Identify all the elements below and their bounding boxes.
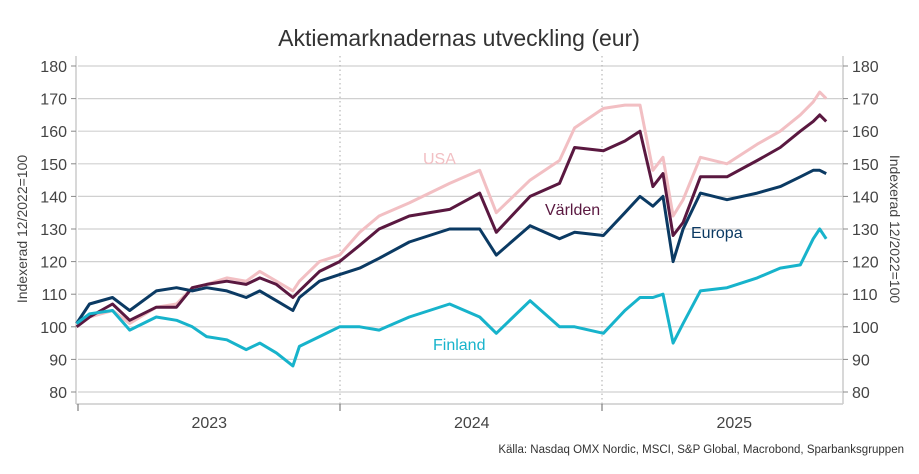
y-tick-label: 80 (852, 385, 870, 402)
y-tick-label: 120 (852, 255, 879, 272)
y-tick-label: 180 (852, 59, 879, 76)
y-axis-right: 80 90 100 110 120 130 140 150 160 170 180 (843, 59, 879, 402)
series-label-varlden: Världen (545, 202, 600, 219)
y-tick-label: 170 (40, 92, 67, 109)
y-axis-left: 80 90 100 110 120 130 140 150 160 170 180 (40, 59, 76, 402)
chart-title: Aktiemarknadernas utveckling (eur) (278, 25, 640, 51)
y-axis-title-left: Indexerad 12/2022=100 (14, 155, 30, 304)
x-tick-label: 2025 (716, 415, 752, 432)
y-tick-label: 180 (40, 59, 67, 76)
series-label-usa: USA (423, 151, 456, 168)
series-line-finland (75, 227, 828, 368)
y-tick-label: 150 (852, 157, 879, 174)
series-line-varlden (75, 113, 828, 328)
series-label-europa: Europa (691, 225, 743, 242)
series-lines (75, 90, 828, 368)
y-tick-label: 150 (40, 157, 67, 174)
y-tick-label: 110 (852, 287, 878, 304)
gridlines (75, 56, 844, 405)
series-label-finland: Finland (433, 337, 485, 354)
series-line-europa (75, 168, 827, 325)
y-tick-label: 160 (852, 124, 879, 141)
y-tick-label: 100 (852, 320, 879, 337)
source-note: Källa: Nasdaq OMX Nordic, MSCI, S&P Glob… (498, 444, 904, 456)
y-tick-label: 130 (852, 222, 879, 239)
y-axis-title-right: Indexerad 12/2022=100 (887, 155, 903, 304)
y-tick-label: 120 (40, 255, 67, 272)
y-tick-label: 80 (49, 385, 67, 402)
y-tick-label: 170 (852, 92, 879, 109)
x-axis: 2023 2024 2025 (77, 404, 752, 432)
y-tick-label: 110 (41, 287, 67, 304)
x-tick-label: 2024 (454, 415, 490, 432)
y-tick-label: 140 (852, 189, 879, 206)
y-tick-label: 90 (49, 352, 67, 369)
y-tick-label: 160 (40, 124, 67, 141)
y-tick-label: 100 (40, 320, 67, 337)
y-tick-label: 130 (40, 222, 67, 239)
y-tick-label: 140 (40, 189, 67, 206)
y-tick-label: 90 (852, 352, 870, 369)
x-tick-label: 2023 (191, 415, 227, 432)
